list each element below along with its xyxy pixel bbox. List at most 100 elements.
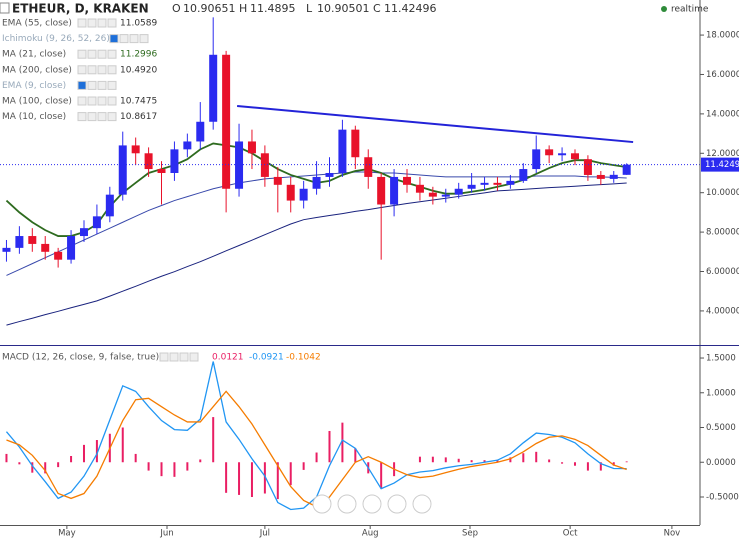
candle-body (467, 184, 476, 189)
legend-icon[interactable] (107, 80, 117, 90)
legend-icon[interactable] (77, 18, 87, 28)
legend-icon[interactable] (159, 352, 169, 362)
scroll-right-button[interactable] (412, 494, 432, 514)
x-tick-label: Jun (159, 529, 173, 539)
legend-value: 11.0589 (120, 19, 157, 29)
legend-icon[interactable] (87, 80, 97, 90)
candle-body (570, 153, 579, 160)
histogram-bar (509, 457, 512, 463)
x-tick-label: Jul (259, 529, 270, 539)
y-tick-label: 18.00000 (706, 31, 739, 41)
histogram-bar (147, 462, 150, 471)
candle-body (493, 182, 502, 185)
ohlc-value: 11.42496 (384, 2, 437, 15)
legend-icon[interactable] (87, 65, 97, 75)
legend-icon[interactable] (97, 80, 107, 90)
legend-name: EMA (9, close) (2, 81, 66, 91)
legend-icon[interactable] (169, 352, 179, 362)
candle-body (325, 172, 334, 177)
collapse-icon[interactable] (0, 2, 10, 14)
ohlc-key: C (373, 2, 381, 15)
legend-icon[interactable] (139, 34, 149, 44)
legend-icon[interactable] (97, 49, 107, 59)
macd-legend-name: MACD (12, 26, close, 9, false, true) (2, 353, 159, 363)
histogram-bar (612, 462, 615, 466)
zoom-out-button[interactable] (337, 494, 357, 514)
nav-buttons (312, 494, 432, 514)
candle-body (415, 184, 424, 193)
candle-body (157, 169, 166, 173)
histogram-bar (470, 460, 473, 463)
histogram-bar (70, 455, 73, 463)
legend-icon[interactable] (87, 49, 97, 59)
scroll-left-button[interactable] (312, 494, 332, 514)
legend-icon[interactable] (87, 96, 97, 106)
candle-body (170, 149, 179, 173)
y-tick-label: 16.00000 (706, 70, 739, 80)
legend-icon[interactable] (119, 34, 129, 44)
legend-icon[interactable] (77, 80, 87, 90)
histogram-bar (250, 462, 253, 497)
candle-body (2, 247, 11, 252)
legend-icon[interactable] (97, 65, 107, 75)
legend-icon[interactable] (77, 96, 87, 106)
legend-icon[interactable] (107, 112, 117, 122)
candle-body (351, 129, 360, 158)
candle-body (92, 216, 101, 229)
macd-legend-value: -0.0921 (249, 353, 284, 363)
legend-icon[interactable] (97, 18, 107, 28)
legend-icon[interactable] (129, 34, 139, 44)
histogram-bar (586, 462, 589, 471)
candle-body (441, 194, 450, 197)
legend-icon[interactable] (107, 49, 117, 59)
legend-value: 10.7475 (120, 97, 157, 107)
candle-body (183, 141, 192, 150)
legend-name: MA (100, close) (2, 97, 72, 107)
ohlc-value: 10.90651 (183, 2, 236, 15)
y-tick-label: 1.0000 (706, 388, 736, 398)
legend-icon[interactable] (77, 65, 87, 75)
histogram-bar (18, 462, 21, 465)
candle-body (558, 153, 567, 156)
histogram-bar (599, 462, 602, 471)
legend-icon[interactable] (97, 112, 107, 122)
legend-icon[interactable] (189, 352, 199, 362)
histogram-bar (82, 444, 85, 463)
histogram-bar (573, 462, 576, 466)
legend-icon[interactable] (109, 34, 119, 44)
reset-button[interactable] (362, 494, 382, 514)
legend-name: Ichimoku (9, 26, 52, 26) (2, 34, 110, 44)
legend-icon[interactable] (87, 18, 97, 28)
y-tick-label: 0.0000 (706, 458, 736, 468)
ohlc-key: L (306, 2, 313, 15)
candle-body (41, 243, 50, 252)
histogram-bar (95, 440, 98, 463)
candle-body (403, 176, 412, 185)
histogram-bar (535, 451, 538, 463)
histogram-bar (57, 462, 60, 468)
zoom-in-button[interactable] (387, 494, 407, 514)
histogram-bar (354, 448, 357, 463)
candle-body (364, 157, 373, 177)
histogram-bar (160, 462, 163, 477)
legend-icon[interactable] (107, 18, 117, 28)
legend-icon[interactable] (107, 96, 117, 106)
histogram-bar (315, 452, 318, 463)
y-tick-label: 1.5000 (706, 354, 736, 364)
legend-icon[interactable] (179, 352, 189, 362)
histogram-bar (302, 462, 305, 470)
status-text: realtime (671, 5, 709, 15)
legend-icon[interactable] (107, 65, 117, 75)
legend-icon[interactable] (77, 49, 87, 59)
histogram-bar (225, 462, 228, 493)
candle-body (286, 184, 295, 201)
legend-icon[interactable] (77, 112, 87, 122)
trendline (237, 105, 634, 144)
histogram-bar (561, 462, 564, 464)
legend-icon[interactable] (97, 96, 107, 106)
histogram-bar (276, 462, 279, 500)
legend-value: 10.8617 (120, 112, 157, 122)
macd-legend-value: 0.0121 (212, 353, 244, 363)
legend-icon[interactable] (87, 112, 97, 122)
